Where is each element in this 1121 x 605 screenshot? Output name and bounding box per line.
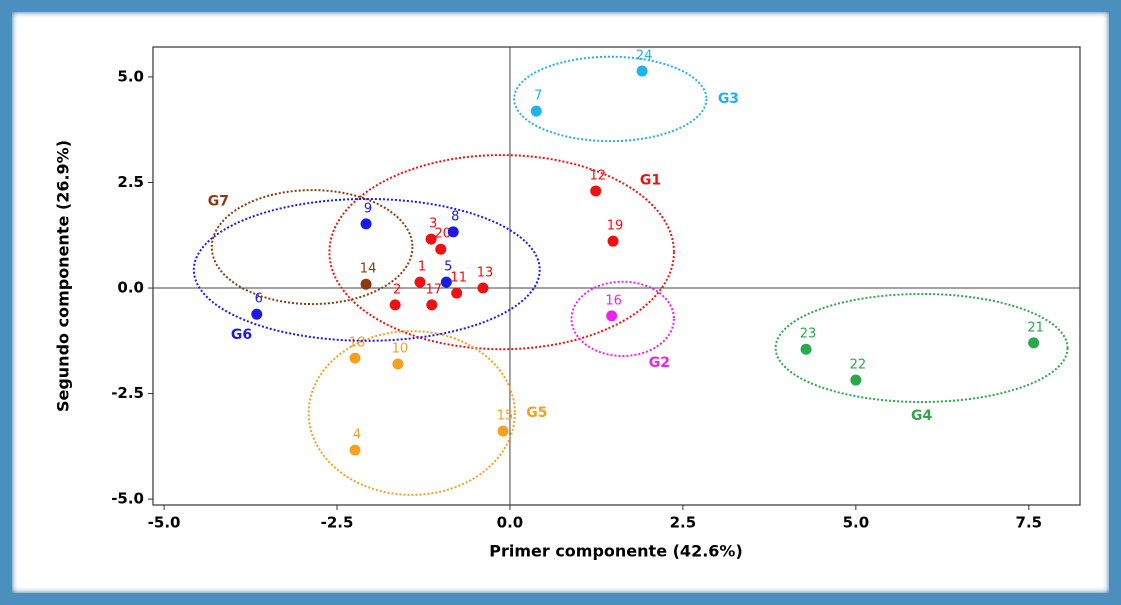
group-ellipse: [192, 197, 541, 342]
point-label: 9: [364, 201, 372, 216]
point-label: 22: [850, 358, 867, 373]
point: [360, 278, 372, 290]
y-tick-label: 5.0: [117, 67, 144, 85]
point: [435, 243, 447, 255]
group-label: G1: [640, 173, 661, 189]
point: [800, 343, 812, 355]
group-label: G4: [911, 408, 932, 424]
group-ellipse: [307, 330, 516, 496]
point-label: 1: [418, 260, 426, 275]
point-label: 15: [497, 409, 514, 424]
point: [447, 226, 459, 238]
point-label: 5: [444, 260, 452, 275]
group-label: G6: [231, 327, 252, 343]
x-tick-label: 2.5: [670, 514, 697, 532]
point: [392, 358, 404, 370]
point-label: 21: [1027, 320, 1044, 335]
y-tick-label: 2.5: [117, 173, 144, 191]
x-tick-label: 0.0: [497, 514, 524, 532]
point: [497, 425, 509, 437]
group-ellipse: [210, 189, 414, 306]
group-label: G3: [718, 91, 739, 107]
point-label: 12: [589, 168, 606, 183]
point: [590, 185, 602, 197]
x-tick-label: 5.0: [843, 514, 870, 532]
point-label: 18: [349, 336, 366, 351]
point-label: 3: [429, 217, 437, 232]
point-label: 8: [451, 209, 459, 224]
group-ellipse: [774, 292, 1069, 404]
point: [440, 276, 452, 288]
y-axis-title: Segundo componente (26.9%): [54, 140, 73, 412]
point-label: 11: [450, 271, 467, 286]
point: [414, 276, 426, 288]
point-label: 19: [607, 219, 624, 234]
point: [251, 308, 263, 320]
y-tick-label: -2.5: [111, 384, 144, 402]
point-label: 14: [360, 262, 377, 277]
point: [360, 218, 372, 230]
point: [606, 310, 618, 322]
x-axis-title: Primer componente (42.6%): [489, 542, 743, 561]
point: [477, 282, 489, 294]
point-label: 16: [605, 293, 622, 308]
point: [425, 233, 437, 245]
point-label: 2: [393, 282, 401, 297]
point: [349, 352, 361, 364]
point-label: 24: [636, 49, 653, 64]
group-label: G2: [649, 355, 670, 371]
x-tick-label: 7.5: [1016, 514, 1043, 532]
group-ellipse: [328, 154, 675, 351]
group-ellipse: [513, 55, 708, 143]
x-tick-label: -5.0: [148, 514, 181, 532]
group-label: G5: [526, 405, 547, 421]
point: [426, 299, 438, 311]
point-label: 23: [800, 327, 817, 342]
y-tick-label: 0.0: [117, 279, 144, 297]
point: [607, 235, 619, 247]
point-label: 6: [255, 292, 263, 307]
point: [850, 374, 862, 386]
point: [389, 299, 401, 311]
group-ellipse: [570, 280, 675, 357]
point: [349, 444, 361, 456]
point: [1028, 337, 1040, 349]
point-label: 20: [435, 227, 452, 242]
point-label: 13: [477, 266, 494, 281]
group-label: G7: [208, 193, 229, 209]
point-label: 7: [534, 89, 542, 104]
point: [451, 287, 463, 299]
point-label: 4: [353, 428, 361, 443]
y-tick-label: -5.0: [111, 490, 144, 508]
point-label: 17: [426, 282, 443, 297]
point-label: 10: [392, 342, 409, 357]
point: [636, 65, 648, 77]
x-tick-label: -2.5: [321, 514, 354, 532]
point: [530, 105, 542, 117]
plot-area: [152, 46, 1081, 506]
